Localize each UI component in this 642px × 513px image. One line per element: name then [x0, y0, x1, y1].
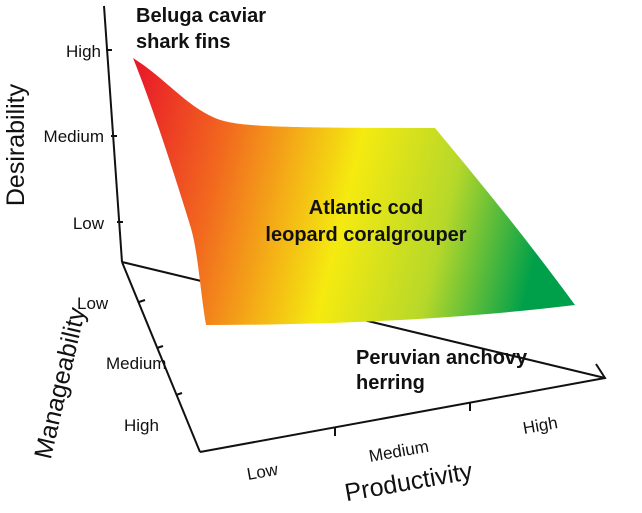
- annotation: shark fins: [136, 31, 230, 53]
- axis-label: Manageability: [29, 304, 91, 461]
- surface: [133, 58, 575, 325]
- annotation: leopard coralgrouper: [265, 224, 466, 246]
- desirability-axis: [103, 5, 123, 263]
- tick: [175, 392, 183, 396]
- tick-label: Low: [245, 460, 280, 484]
- annotation: herring: [356, 372, 425, 394]
- tick-label: High: [521, 413, 559, 438]
- axis-label: Productivity: [343, 457, 476, 507]
- tick-label: High: [66, 42, 101, 61]
- tick-label: Medium: [367, 437, 430, 466]
- tick-label: Medium: [44, 127, 104, 146]
- annotation: Beluga caviar: [136, 5, 266, 27]
- tick: [138, 299, 146, 303]
- axis-label: Desirability: [2, 83, 30, 206]
- manageability-axis: [121, 261, 201, 453]
- tick-label: Medium: [106, 354, 166, 373]
- tick: [156, 345, 164, 349]
- tick-label: Low: [73, 214, 105, 233]
- tick-label: High: [124, 416, 159, 435]
- tick-label: Low: [77, 294, 109, 313]
- annotation: Atlantic cod: [309, 197, 423, 219]
- annotation: Peruvian anchovy: [356, 347, 528, 369]
